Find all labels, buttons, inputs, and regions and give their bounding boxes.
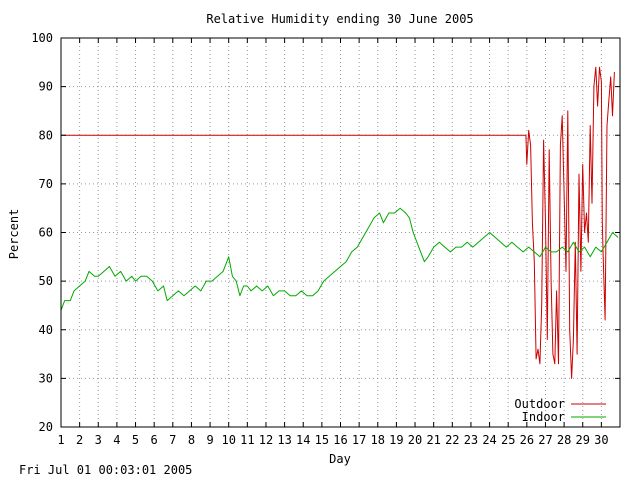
x-tick-label: 20 — [408, 433, 422, 447]
x-tick-label: 1 — [57, 433, 64, 447]
x-tick-label: 11 — [240, 433, 254, 447]
x-tick-label: 14 — [296, 433, 310, 447]
series-line-outdoor — [61, 66, 615, 379]
grid-lines — [61, 38, 620, 427]
generated-timestamp: Fri Jul 01 00:03:01 2005 — [19, 463, 193, 477]
x-tick-label: 21 — [426, 433, 440, 447]
y-tick-label: 80 — [39, 128, 53, 142]
y-tick-label: 60 — [39, 226, 53, 240]
y-tick-label: 100 — [31, 31, 53, 45]
y-tick-label: 90 — [39, 80, 53, 94]
x-tick-label: 29 — [576, 433, 590, 447]
x-tick-label: 5 — [132, 433, 139, 447]
x-tick-label: 8 — [188, 433, 195, 447]
y-tick-label: 30 — [39, 371, 53, 385]
x-tick-label: 6 — [151, 433, 158, 447]
x-tick-label: 13 — [277, 433, 291, 447]
x-tick-label: 17 — [352, 433, 366, 447]
series-line-indoor — [60, 207, 619, 311]
x-tick-label: 27 — [538, 433, 552, 447]
x-tick-label: 10 — [221, 433, 235, 447]
x-tick-label: 7 — [169, 433, 176, 447]
x-tick-label: 18 — [371, 433, 385, 447]
y-axis-ticks: 20 30 40 50 60 70 80 90 100 — [31, 31, 620, 434]
y-tick-label: 50 — [39, 274, 53, 288]
x-tick-label: 25 — [501, 433, 515, 447]
y-tick-label: 70 — [39, 177, 53, 191]
x-tick-label: 26 — [520, 433, 534, 447]
x-tick-label: 12 — [259, 433, 273, 447]
x-tick-label: 4 — [113, 433, 120, 447]
y-axis-label: Percent — [7, 209, 21, 260]
x-tick-label: 30 — [594, 433, 608, 447]
x-axis-ticks: 1 2 3 4 5 6 7 8 9 10 11 12 13 14 15 16 17 18 19 20 21 22 23 24 2… — [57, 38, 609, 447]
x-tick-label: 23 — [464, 433, 478, 447]
x-tick-label: 16 — [333, 433, 347, 447]
x-tick-label: 19 — [389, 433, 403, 447]
y-tick-label: 20 — [39, 420, 53, 434]
x-tick-label: 28 — [557, 433, 571, 447]
series-group — [60, 66, 619, 379]
x-tick-label: 24 — [482, 433, 496, 447]
legend-label-outdoor: Outdoor — [514, 397, 565, 411]
x-tick-label: 22 — [445, 433, 459, 447]
x-tick-label: 3 — [95, 433, 102, 447]
x-axis-label: Day — [329, 452, 351, 466]
x-tick-label: 9 — [206, 433, 213, 447]
x-tick-label: 15 — [315, 433, 329, 447]
plot-frame — [60, 37, 621, 428]
chart-title: Relative Humidity ending 30 June 2005 — [206, 12, 473, 26]
y-tick-label: 40 — [39, 323, 53, 337]
x-tick-label: 2 — [76, 433, 83, 447]
legend-label-indoor: Indoor — [522, 410, 565, 424]
